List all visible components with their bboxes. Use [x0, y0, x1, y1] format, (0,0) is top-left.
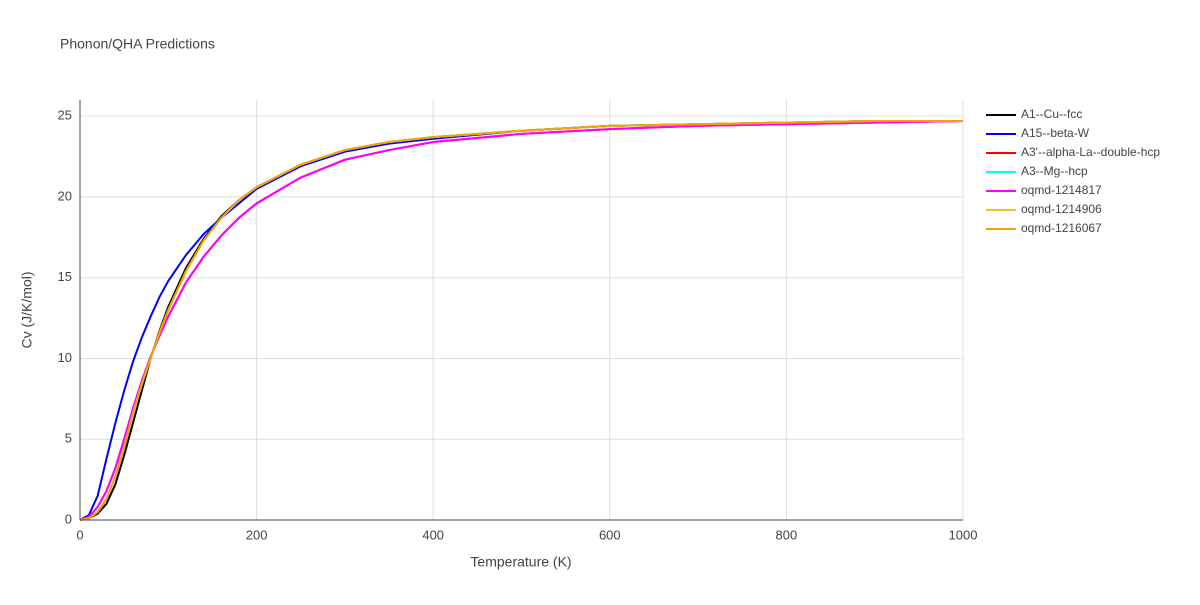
x-tick-label: 400	[422, 527, 444, 542]
y-tick-label: 5	[65, 431, 72, 446]
y-tick-label: 10	[58, 350, 72, 365]
series-line	[79, 120, 963, 521]
x-tick-label: 600	[599, 527, 621, 542]
x-tick-label: 0	[76, 527, 83, 542]
legend-label[interactable]: A15--beta-W	[1021, 126, 1090, 140]
legend-label[interactable]: oqmd-1214906	[1021, 202, 1102, 216]
y-tick-label: 25	[58, 108, 72, 123]
x-axis-label: Temperature (K)	[470, 554, 571, 570]
chart-title: Phonon/QHA Predictions	[60, 36, 215, 52]
grid	[79, 100, 964, 521]
y-tick-label: 20	[58, 188, 72, 203]
x-tick-label: 200	[246, 527, 268, 542]
series-line	[79, 120, 963, 521]
series-line	[79, 120, 963, 521]
x-tick-label: 800	[776, 527, 798, 542]
legend-label[interactable]: A3--Mg--hcp	[1021, 164, 1088, 178]
legend-label[interactable]: oqmd-1214817	[1021, 183, 1102, 197]
legend-label[interactable]: oqmd-1216067	[1021, 221, 1102, 235]
series-line	[79, 120, 963, 521]
series-line	[79, 120, 963, 521]
legend: A1--Cu--fcc A15--beta-W A3'--alpha-La--dou…	[986, 107, 1160, 235]
x-tick-label: 1000	[949, 527, 978, 542]
y-tick-label: 0	[65, 511, 72, 526]
legend-label[interactable]: A1--Cu--fcc	[1021, 107, 1082, 121]
legend-label[interactable]: A3'--alpha-La--double-hcp	[1021, 145, 1160, 159]
y-axis-label: Cv (J/K/mol)	[19, 272, 35, 349]
series-line	[79, 120, 964, 521]
y-tick-label: 15	[58, 269, 72, 284]
series-line	[79, 120, 964, 521]
lines	[79, 120, 964, 521]
